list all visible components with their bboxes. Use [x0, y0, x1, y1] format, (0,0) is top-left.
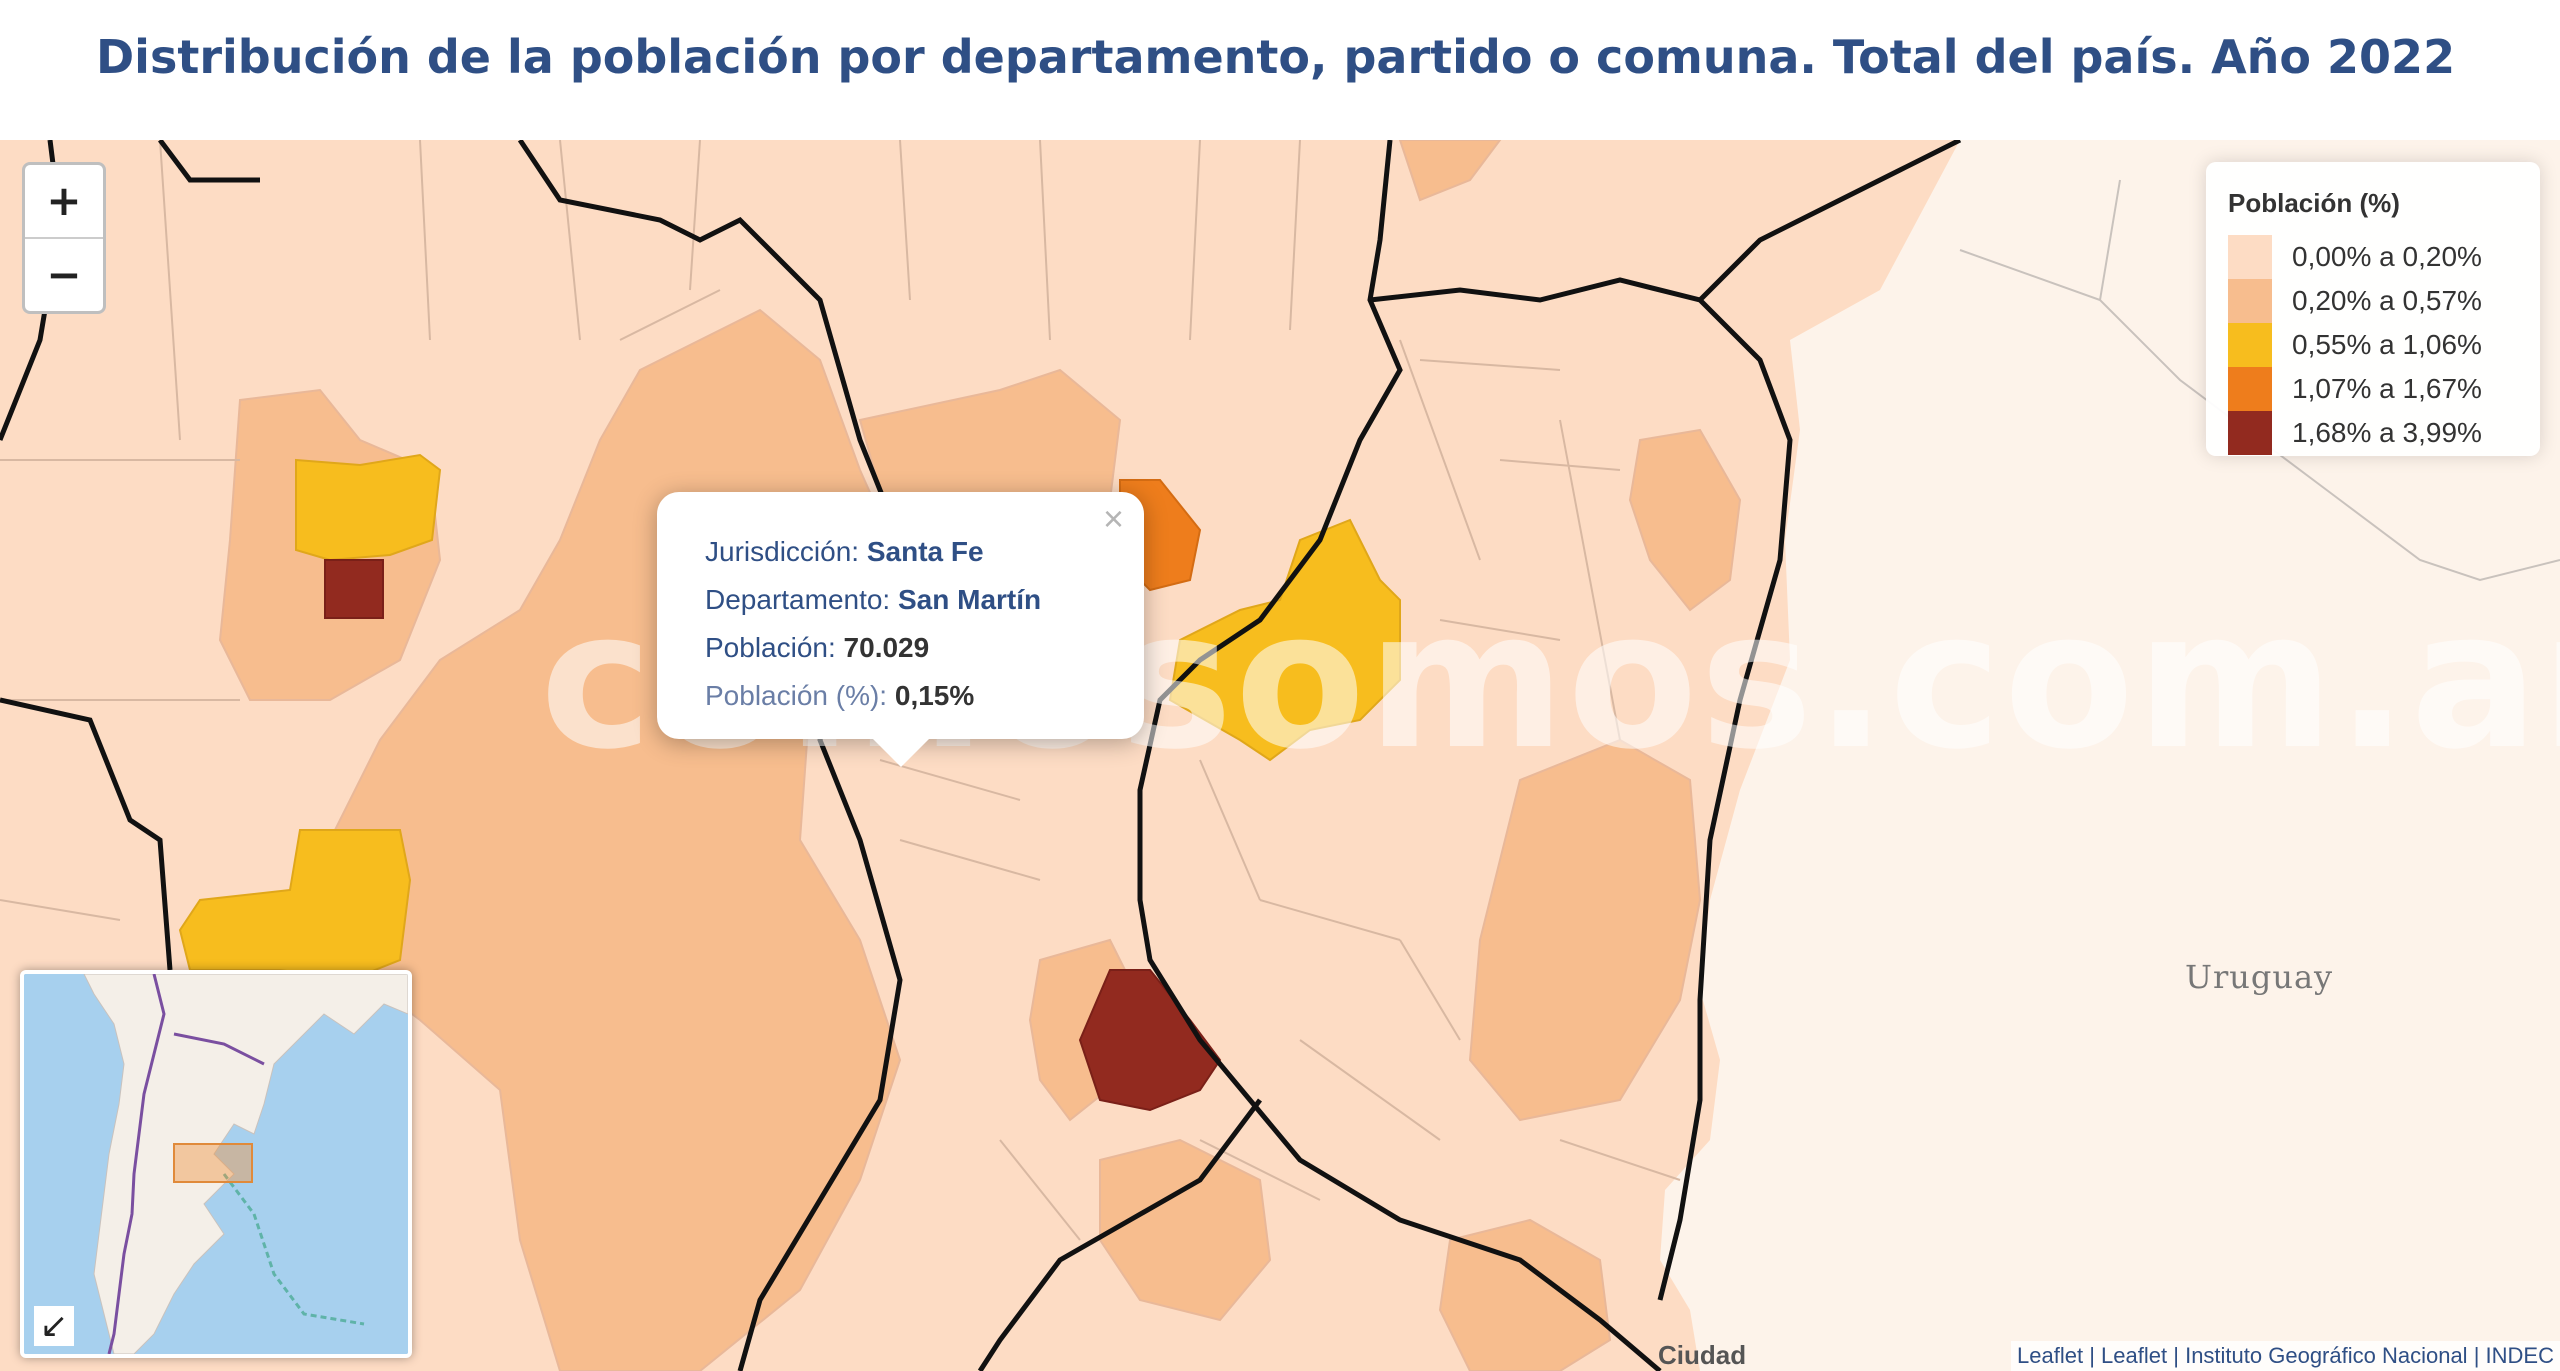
minimap-viewport — [173, 1143, 253, 1183]
map-container[interactable]: Uruguay Ciudad comosomos.com.ar + − Pobl… — [0, 140, 2560, 1371]
minimap-toggle-button[interactable]: ↙ — [34, 1306, 74, 1346]
legend-swatch — [2228, 235, 2272, 279]
attribution-indec-link[interactable]: INDEC — [2485, 1343, 2554, 1368]
attribution-ign-link[interactable]: Instituto Geográfico Nacional — [2185, 1343, 2468, 1368]
attribution-leaflet-link[interactable]: Leaflet — [2101, 1343, 2168, 1368]
info-popup: × Jurisdicción: Santa Fe Departamento: S… — [657, 492, 1144, 767]
legend-label: 0,55% a 1,06% — [2292, 329, 2482, 360]
minimap-border — [107, 974, 265, 1354]
legend-title: Población (%) — [2228, 188, 2400, 218]
popup-row-poblacion-pct: Población (%): 0,15% — [705, 672, 1104, 720]
popup-label: Departamento: — [705, 584, 891, 615]
popup-label: Población (%): — [705, 680, 888, 711]
popup-label: Población: — [705, 632, 836, 663]
legend-swatch — [2228, 367, 2272, 411]
popup-tip — [873, 739, 929, 767]
page-title: Distribución de la población por departa… — [96, 30, 2456, 84]
legend-swatch — [2228, 411, 2272, 455]
zoom-out-button[interactable]: − — [25, 237, 103, 311]
popup-value: Santa Fe — [866, 536, 984, 567]
legend-label: 1,07% a 1,67% — [2292, 373, 2482, 404]
dark-red-departments — [324, 559, 1222, 1112]
attribution: Leaflet | Leaflet | Instituto Geográfico… — [2011, 1341, 2560, 1371]
legend: Población (%) 0,00% a 0,20% 0,20% a 0,57… — [2206, 162, 2540, 456]
uruguay-label: Uruguay — [2185, 958, 2334, 996]
popup-value: San Martín — [898, 584, 1042, 615]
legend-swatch — [2228, 323, 2272, 367]
attribution-separator: | — [2173, 1343, 2179, 1368]
legend-item: 0,00% a 0,20% — [2228, 235, 2518, 279]
legend-label: 1,68% a 3,99% — [2292, 417, 2482, 448]
popup-row-poblacion: Población: 70.029 — [705, 624, 1104, 672]
zoom-in-button[interactable]: + — [46, 176, 82, 225]
popup-value: 0,15% — [894, 680, 975, 711]
popup-close-button[interactable]: × — [1102, 498, 1124, 539]
city-label: Ciudad — [1658, 1340, 1747, 1370]
legend-swatch — [2228, 279, 2272, 323]
popup-label: Jurisdicción: — [705, 536, 860, 567]
legend-label: 0,20% a 0,57% — [2292, 285, 2482, 316]
attribution-separator: | — [2473, 1343, 2480, 1368]
attribution-leaflet-link[interactable]: Leaflet — [2017, 1343, 2084, 1368]
zoom-control: + − — [22, 162, 106, 314]
minimap-land — [83, 974, 408, 1354]
attribution-separator: | — [2089, 1343, 2095, 1368]
minimap[interactable]: ↙ — [20, 970, 412, 1358]
popup-row-departamento: Departamento: San Martín — [705, 576, 1104, 624]
legend-item: 0,55% a 1,06% — [2228, 323, 2518, 367]
legend-item: 1,68% a 3,99% — [2228, 411, 2518, 455]
legend-label: 0,00% a 0,20% — [2292, 241, 2482, 272]
popup-row-jurisdiccion: Jurisdicción: Santa Fe — [705, 528, 1104, 576]
legend-item: 1,07% a 1,67% — [2228, 367, 2518, 411]
minimap-route — [222, 1173, 365, 1326]
legend-item: 0,20% a 0,57% — [2228, 279, 2518, 323]
uruguay-boundaries — [1959, 179, 2560, 582]
yellow-departments — [178, 453, 1401, 982]
minimap-map[interactable] — [24, 974, 408, 1354]
popup-value: 70.029 — [843, 632, 930, 663]
